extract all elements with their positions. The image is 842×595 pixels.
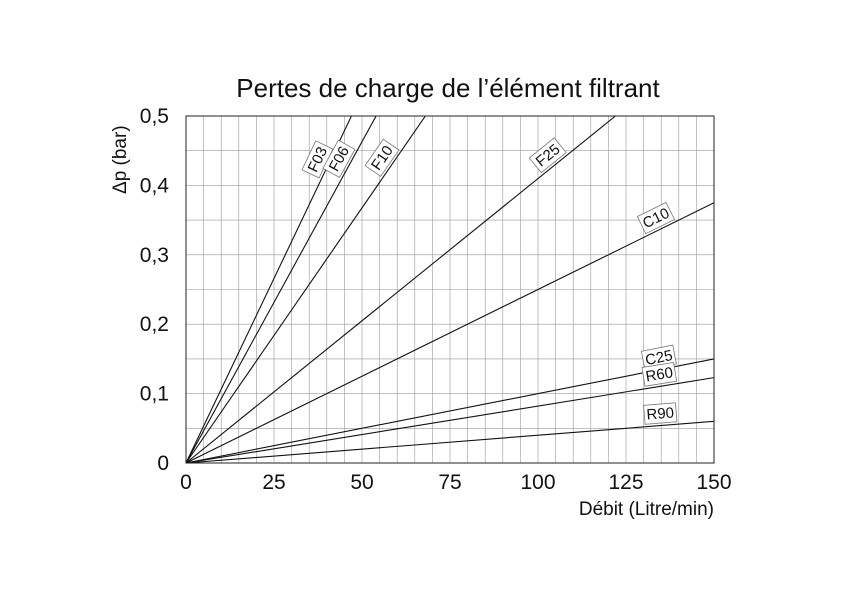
chart-title: Pertes de charge de l’élément filtrant: [236, 73, 660, 103]
x-axis-label: Débit (Litre/min): [579, 499, 714, 520]
series-label-box: [528, 137, 567, 174]
series-line-f25: [185, 115, 616, 464]
series-line-f03: [185, 115, 352, 464]
tick-labels: 0 25 50 75 100 125 150 0 0,1 0,2 0,3 0,4 0,5: [140, 105, 732, 494]
y-tick-label: 0,4: [140, 174, 170, 197]
x-tick-label: 50: [350, 471, 373, 494]
series-lines: [185, 115, 715, 464]
y-tick-label: 0,2: [140, 313, 169, 336]
x-tick-label: 125: [608, 471, 643, 494]
series-line-r90: [185, 420, 715, 464]
series-label-f25: F25: [528, 137, 567, 174]
series-label-f10: F10: [364, 138, 400, 177]
y-tick-label: 0,5: [140, 105, 169, 128]
series-label-box: [364, 138, 400, 177]
x-tick-label: 100: [520, 471, 555, 494]
y-tick-label: 0,1: [140, 383, 169, 406]
series-label-box: [643, 402, 678, 425]
series-label-r60: R60: [641, 361, 678, 387]
series-line-f10: [185, 115, 426, 464]
series-line-c10: [185, 202, 715, 464]
series-label-box: [641, 361, 678, 387]
x-tick-label: 0: [180, 471, 192, 494]
series-label-f06: F06: [322, 139, 356, 178]
series-label-text: R90: [646, 405, 675, 424]
series-label-box: [322, 139, 356, 178]
y-tick-label: 0: [157, 452, 169, 475]
series-label-c10: C10: [636, 201, 675, 235]
series-label-r90: R90: [643, 402, 678, 425]
series-label-text: R60: [644, 364, 674, 385]
series-line-r60: [185, 377, 715, 464]
x-tick-label: 75: [438, 471, 461, 494]
series-line-c25: [185, 358, 715, 464]
series-line-f06: [185, 115, 377, 464]
series-label-box: [636, 201, 675, 235]
plot-frame: [185, 115, 715, 464]
x-tick-label: 150: [696, 471, 731, 494]
y-axis-label: Δp (bar): [110, 125, 131, 194]
x-tick-label: 25: [262, 471, 285, 494]
y-tick-label: 0,3: [140, 244, 169, 267]
